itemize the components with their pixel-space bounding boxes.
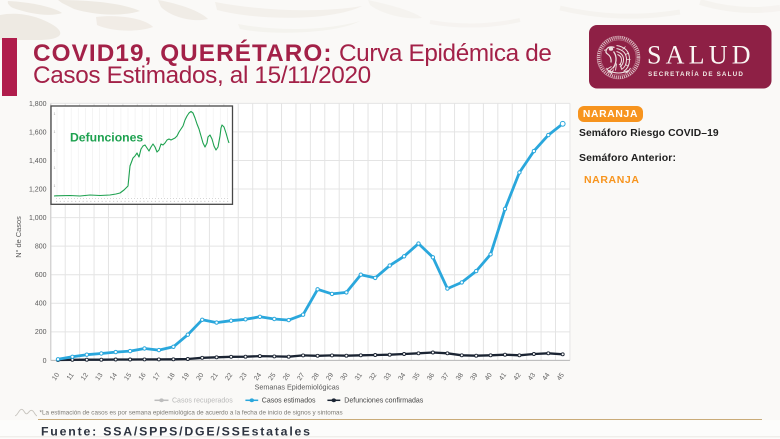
svg-text:43: 43 [527,372,537,382]
svg-text:31: 31 [354,372,364,382]
svg-text:38: 38 [455,372,465,382]
svg-text:27: 27 [296,372,306,382]
svg-text:21: 21 [210,372,220,382]
svg-text:45: 45 [556,372,566,382]
svg-text:24: 24 [253,372,263,382]
svg-text:33: 33 [383,372,393,382]
svg-text:42: 42 [513,372,523,382]
svg-text:36: 36 [426,372,436,382]
svg-text:400: 400 [35,301,47,308]
svg-text:Semanas Epidemiológicas: Semanas Epidemiológicas [255,382,340,391]
svg-text:1: 1 [54,112,56,116]
svg-text:35: 35 [412,372,422,382]
svg-text:1: 1 [54,130,56,134]
svg-text:600: 600 [35,272,47,279]
svg-text:SALUD: SALUD [647,41,755,70]
svg-text:29: 29 [325,372,335,382]
svg-text:800: 800 [35,244,47,251]
svg-text:Casos estimados: Casos estimados [262,398,316,405]
svg-text:15: 15 [123,372,133,382]
svg-text:11: 11 [66,372,76,382]
svg-text:1,400: 1,400 [29,158,47,165]
svg-text:N° de Casos: N° de Casos [14,216,23,258]
svg-text:18: 18 [167,372,177,382]
svg-text:23: 23 [239,372,249,382]
svg-text:10: 10 [51,372,61,382]
svg-text:26: 26 [282,372,292,382]
svg-text:1,800: 1,800 [29,101,47,108]
svg-text:20: 20 [195,372,205,382]
svg-text:1: 1 [54,184,56,188]
svg-text:Casos recuperados: Casos recuperados [172,398,233,405]
svg-text:32: 32 [368,372,378,382]
svg-text:1,200: 1,200 [29,186,47,193]
svg-text:1,000: 1,000 [29,215,47,222]
svg-text:Defunciones confirmadas: Defunciones confirmadas [344,398,423,405]
svg-text:16: 16 [138,372,148,382]
svg-text:Fuente: SSA/SPPS/DGE/SSEstatal: Fuente: SSA/SPPS/DGE/SSEstatales [41,424,312,438]
svg-text:30: 30 [340,372,350,382]
svg-text:12: 12 [80,372,90,382]
svg-text:39: 39 [469,372,479,382]
svg-text:SECRETARÍA DE SALUD: SECRETARÍA DE SALUD [648,69,744,78]
svg-text:19: 19 [181,372,191,382]
svg-text:34: 34 [397,372,407,382]
svg-text:1: 1 [54,166,56,170]
svg-text:*La estimación de casos es por: *La estimación de casos es por semana ep… [40,410,343,417]
svg-text:17: 17 [152,372,162,382]
svg-text:1,600: 1,600 [29,129,47,136]
svg-text:40: 40 [484,372,494,382]
svg-text:0: 0 [43,358,47,365]
svg-text:200: 200 [35,329,47,336]
svg-text:25: 25 [267,372,277,382]
svg-text:41: 41 [498,372,508,382]
svg-text:Defunciones: Defunciones [70,130,143,144]
svg-text:37: 37 [441,372,451,382]
svg-text:13: 13 [94,372,104,382]
svg-text:22: 22 [224,372,234,382]
svg-text:44: 44 [541,372,551,382]
svg-text:14: 14 [109,372,119,382]
svg-text:1: 1 [54,148,56,152]
svg-text:28: 28 [311,372,321,382]
